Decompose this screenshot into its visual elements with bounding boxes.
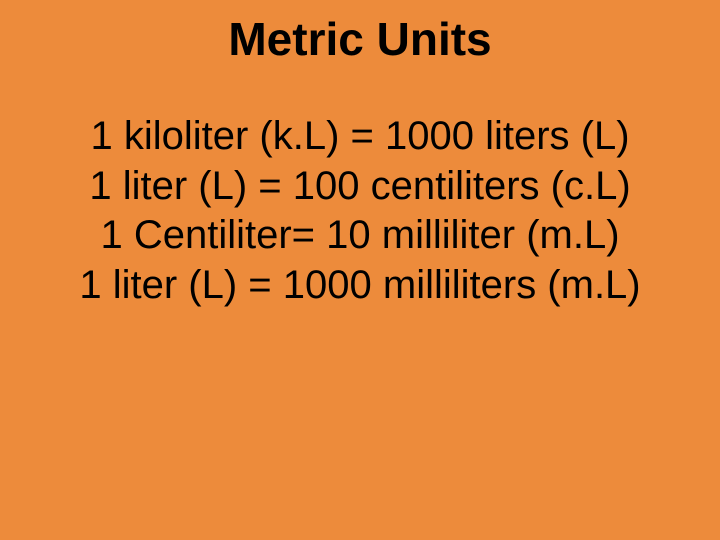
conversion-line-3: 1 Centiliter= 10 milliliter (m.L) xyxy=(0,211,720,261)
conversion-line-2: 1 liter (L) = 100 centiliters (c.L) xyxy=(0,162,720,212)
conversion-line-1: 1 kiloliter (k.L) = 1000 liters (L) xyxy=(0,112,720,162)
conversion-list: 1 kiloliter (k.L) = 1000 liters (L) 1 li… xyxy=(0,112,720,310)
slide-title: Metric Units xyxy=(0,12,720,66)
conversion-line-4: 1 liter (L) = 1000 milliliters (m.L) xyxy=(0,261,720,311)
slide: Metric Units 1 kiloliter (k.L) = 1000 li… xyxy=(0,0,720,540)
